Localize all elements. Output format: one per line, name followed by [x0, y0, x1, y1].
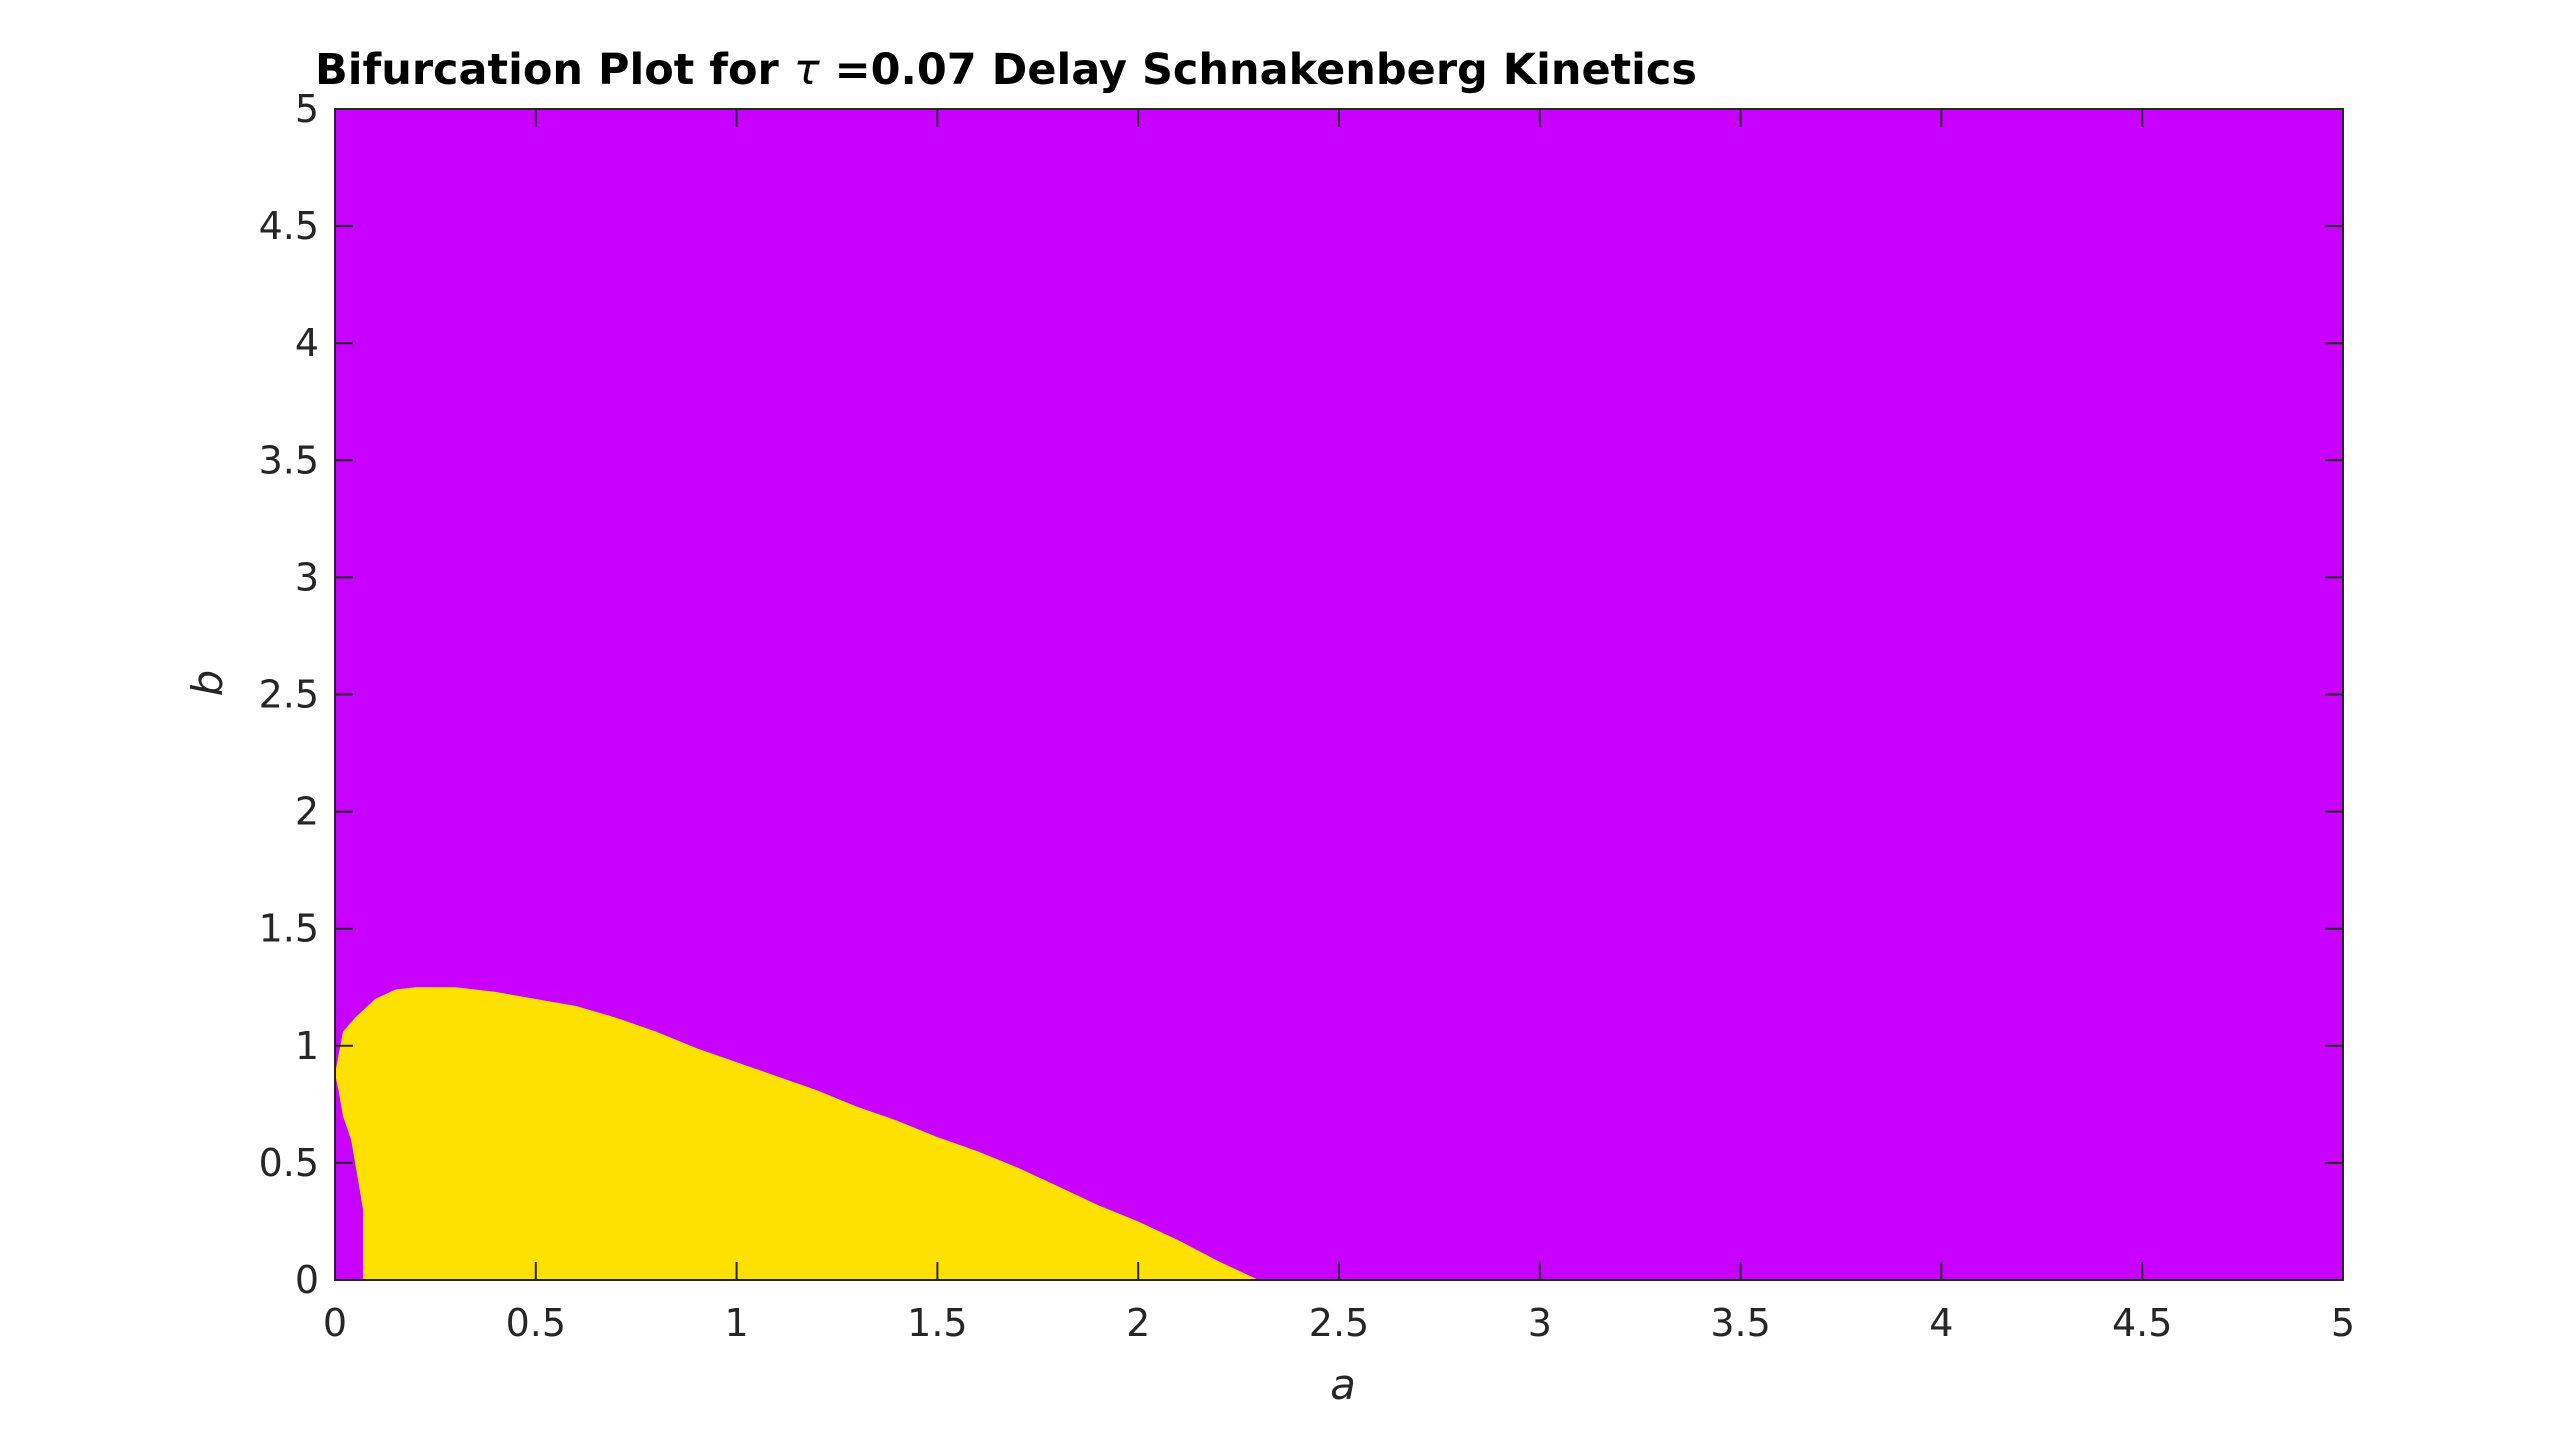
chart-title: Bifurcation Plot for τ =0.07 Delay Schna…	[315, 45, 1697, 95]
x-tick-label: 1	[725, 1301, 749, 1345]
axes: 0 0.5 1 1.5 2 2.5 3 3.5 4 4.5 5 0 0.5 1 1.5 2 2.5 3 3.5 4 4.…	[259, 87, 2356, 1345]
x-tick-label: 2.5	[1309, 1301, 1369, 1345]
x-tick-label: 4	[1929, 1301, 1953, 1345]
y-tick-label: 1.5	[259, 907, 319, 951]
title-text: Bifurcation Plot for	[315, 45, 794, 95]
highlight-region-0	[335, 987, 1259, 1280]
y-tick-label: 3	[295, 555, 319, 599]
y-tick-label: 4	[295, 321, 319, 365]
x-tick-label: 0.5	[506, 1301, 566, 1345]
y-tick-label: 3.5	[259, 438, 319, 482]
y-tick-label: 2	[295, 790, 319, 834]
x-tick-label: 4.5	[2112, 1301, 2172, 1345]
plot-area	[335, 109, 2343, 1280]
x-axis-label: a	[1330, 1360, 1356, 1409]
x-tick-label: 1.5	[907, 1301, 967, 1345]
x-tick-label: 3.5	[1710, 1301, 1770, 1345]
y-tick-label: 4.5	[259, 204, 319, 248]
title-rest: =0.07 Delay Schnakenberg Kinetics	[820, 45, 1697, 95]
y-tick-label: 1	[295, 1024, 319, 1068]
y-tick-label: 5	[295, 87, 319, 131]
x-tick-label: 3	[1528, 1301, 1552, 1345]
x-tick-label: 2	[1126, 1301, 1150, 1345]
y-tick-label: 0	[295, 1258, 319, 1302]
y-axis-label: b	[183, 670, 232, 697]
y-tick-label: 0.5	[259, 1141, 319, 1185]
title-tau-symbol: τ	[794, 45, 821, 95]
x-tick-label: 5	[2331, 1301, 2355, 1345]
x-tick-label: 0	[323, 1301, 347, 1345]
y-tick-label: 2.5	[259, 673, 319, 717]
